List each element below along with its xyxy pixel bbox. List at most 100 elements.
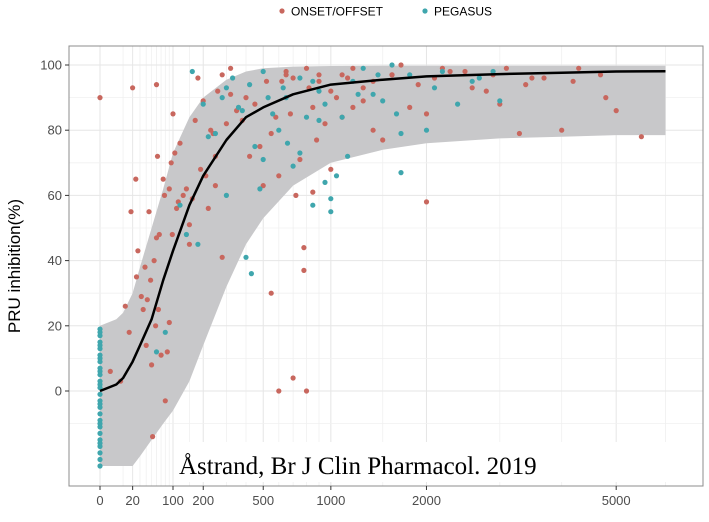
onset-offset-point — [423, 111, 430, 117]
pegasus-point — [290, 163, 296, 169]
legend: ONSET/OFFSET PEGASUS — [279, 5, 492, 19]
x-tick-label: 0 — [96, 493, 103, 508]
y-tick-label: 60 — [48, 188, 62, 203]
onset-offset-point — [186, 241, 192, 247]
onset-offset-point — [268, 130, 274, 137]
pegasus-point — [439, 68, 445, 75]
onset-offset-point — [140, 306, 146, 313]
onset-offset-point — [303, 388, 310, 394]
onset-offset-point — [523, 82, 529, 88]
pegasus-point — [260, 68, 266, 75]
onset-offset-point — [415, 82, 421, 88]
pegasus-point — [195, 241, 201, 247]
onset-offset-point — [161, 192, 168, 198]
onset-offset-point — [153, 323, 159, 329]
onset-offset-point — [155, 306, 161, 313]
pegasus-point — [260, 156, 266, 163]
onset-offset-point — [576, 65, 582, 71]
onset-offset-point — [483, 88, 489, 94]
onset-offset-point — [133, 274, 140, 280]
pegasus-point — [328, 196, 334, 202]
onset-offset-point — [183, 186, 189, 192]
x-tick-label: 5000 — [602, 493, 631, 508]
legend-label-onset-offset: ONSET/OFFSET — [291, 5, 384, 19]
onset-offset-point — [215, 88, 221, 94]
pegasus-point — [490, 68, 496, 75]
pegasus-point — [265, 95, 271, 101]
onset-offset-point — [97, 95, 103, 101]
onset-offset-point — [151, 258, 157, 264]
pegasus-point — [97, 450, 103, 456]
x-tick-label: 20 — [125, 493, 139, 508]
onset-offset-point — [447, 68, 453, 75]
onset-offset-point — [297, 156, 303, 163]
pegasus-point — [469, 78, 475, 84]
pegasus-point — [333, 173, 340, 179]
onset-offset-point — [273, 114, 279, 120]
pegasus-point — [322, 101, 328, 107]
pegasus-point — [476, 75, 482, 81]
onset-offset-point — [166, 319, 172, 326]
onset-offset-point — [287, 111, 293, 117]
pegasus-point — [310, 202, 316, 208]
pegasus-point — [223, 85, 229, 91]
y-axis-title: PRU inhibition(%) — [5, 199, 24, 333]
onset-offset-point — [314, 137, 320, 143]
onset-offset-point — [149, 362, 155, 368]
pegasus-point — [345, 153, 351, 159]
onset-offset-point — [283, 68, 289, 75]
onset-offset-point — [164, 349, 170, 355]
pegasus-point — [177, 202, 183, 208]
pegasus-point — [247, 82, 253, 88]
onset-offset-point — [198, 166, 204, 172]
pegasus-point — [407, 72, 413, 78]
onset-offset-point — [279, 78, 285, 84]
onset-offset-point — [328, 88, 334, 94]
pegasus-point — [380, 98, 386, 104]
onset-offset-point — [559, 127, 565, 133]
pegasus-point — [270, 111, 276, 117]
onset-offset-point — [146, 209, 152, 215]
pegasus-point — [431, 85, 438, 91]
onset-offset-point — [150, 434, 156, 440]
pegasus-point — [97, 355, 103, 361]
onset-offset-point — [192, 117, 198, 123]
pegasus-point — [153, 349, 160, 355]
pegasus-point — [97, 329, 103, 335]
onset-offset-point — [154, 153, 161, 159]
pegasus-point — [205, 134, 211, 140]
onset-offset-point — [170, 111, 176, 117]
x-tick-label: 100 — [162, 493, 184, 508]
pegasus-point — [97, 456, 103, 463]
pegasus-point — [97, 368, 103, 374]
onset-offset-point — [243, 95, 249, 101]
y-tick-label: 20 — [48, 318, 62, 333]
x-tick-label: 200 — [192, 493, 214, 508]
onset-offset-point — [126, 329, 132, 335]
pegasus-point — [97, 411, 103, 417]
confidence-band — [100, 65, 666, 466]
legend-label-pegasus: PEGASUS — [434, 5, 492, 19]
onset-offset-point — [128, 209, 134, 215]
onset-offset-point — [107, 368, 113, 374]
pegasus-point — [398, 130, 404, 137]
x-tick-label: 2000 — [412, 493, 441, 508]
onset-offset-point — [301, 245, 307, 251]
onset-offset-point — [638, 134, 645, 140]
pegasus-point — [243, 254, 249, 260]
onset-offset-point — [142, 264, 148, 270]
onset-offset-point — [268, 290, 274, 296]
onset-offset-point — [205, 205, 211, 211]
pegasus-point — [360, 65, 366, 71]
citation-annotation: Åstrand, Br J Clin Pharmacol. 2019 — [179, 453, 537, 480]
pegasus-point — [235, 104, 242, 110]
onset-offset-point — [166, 186, 172, 192]
onset-offset-point — [541, 75, 547, 81]
onset-offset-point — [570, 78, 576, 84]
onset-offset-point — [423, 199, 430, 205]
pegasus-point — [162, 329, 168, 335]
onset-offset-point — [174, 205, 180, 211]
onset-offset-point — [148, 277, 154, 283]
onset-offset-point — [328, 166, 334, 172]
